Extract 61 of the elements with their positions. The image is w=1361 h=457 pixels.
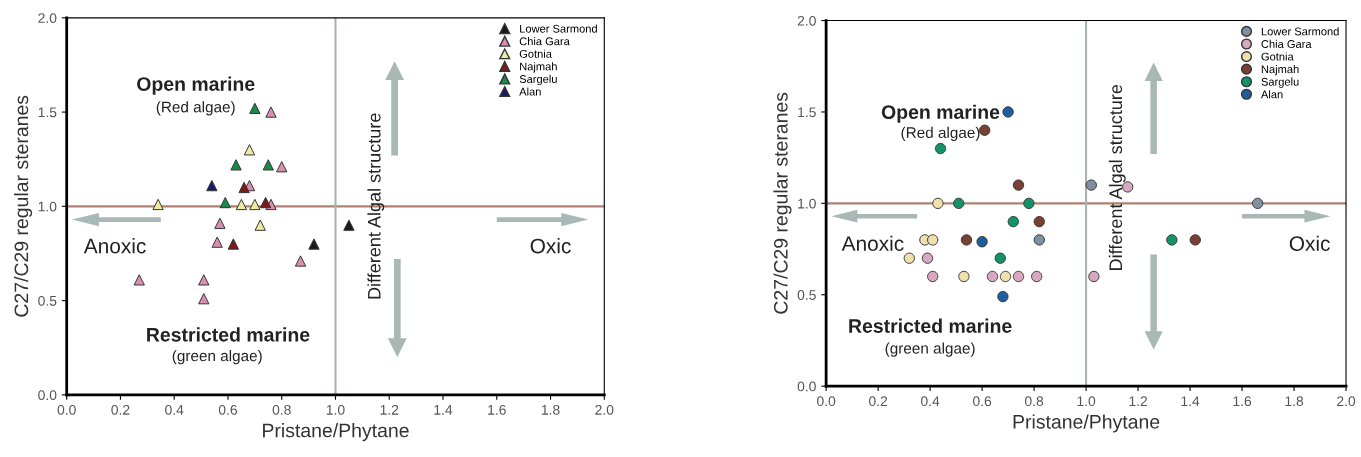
legend-label: Sargelu [1261,77,1299,88]
legend-label: Alan [519,87,541,96]
legend-label: Najmah [520,62,557,73]
x-tick-label: 0.2 [869,396,888,407]
annotation: (green algae) [172,350,262,365]
x-tick-label: 0.0 [817,396,836,407]
x-tick-label: 0.6 [972,396,992,407]
x-tick-label: 0.0 [57,404,76,415]
x-tick-label: 1.8 [1285,396,1304,407]
x-tick-label: 0.4 [165,404,184,415]
x-tick-label: 1.4 [434,405,453,415]
annotation: (Red algae) [156,101,235,116]
legend-label: Chia Gara [519,37,570,46]
x-tick-label: 1.8 [541,404,560,415]
annotation: Different Algal structure [367,113,385,299]
x-tick-label: 1.4 [1181,396,1200,406]
legend-label: Gotnia [1261,52,1294,61]
x-axis-title: Pristane/Phytane [263,423,409,442]
annotation: (green algae) [885,342,975,357]
x-tick-label: 0.6 [218,404,238,415]
annotation: Oxic [530,238,571,254]
x-tick-label: 0.4 [921,396,940,407]
annotation: Restricted marine [849,318,1012,333]
annotation: Open marine [137,76,255,95]
annotation: Anoxic [841,235,904,251]
y-tick-label: 0.0 [797,381,816,392]
x-tick-label: 0.2 [111,404,130,415]
legend-label: Chia Gara [1261,39,1312,48]
y-tick-label: 1.0 [798,198,816,209]
x-tick-label: 0.8 [272,404,291,415]
legend-label: Najmah [1261,64,1299,76]
annotation: Restricted marine [147,327,310,342]
annotation: Different Algal structure [1108,84,1126,270]
legend-label: Lower Sarmond [1261,27,1339,36]
y-tick-label: 0.5 [797,290,816,300]
y-axis-title: C27/C29 regular steranes [13,95,33,317]
x-tick-label: 1.2 [1129,396,1148,406]
x-tick-label: 1.0 [1077,396,1096,407]
x-tick-label: 2.0 [595,404,614,415]
y-tick-label: 0.5 [38,295,57,306]
y-tick-label: 1.5 [798,107,816,118]
y-tick-label: 1.0 [38,201,57,212]
y-tick-label: 2.0 [797,15,816,26]
y-tick-label: 1.5 [38,107,57,118]
annotation: (Red algae) [901,126,980,142]
legend-label: Alan [1260,90,1283,99]
x-tick-label: 1.6 [1233,396,1252,407]
x-axis-title: Pristane/Phytane [1013,414,1160,433]
x-tick-label: 1.6 [488,404,506,415]
x-tick-label: 1.0 [326,404,345,415]
legend-label: Sargelu [519,74,557,86]
annotation: Anoxic [83,238,146,254]
legend-label: Gotnia [519,49,552,58]
legend-label: Lower Sarmond [520,24,597,33]
y-axis-title: C27/C29 regular steranes [773,92,792,314]
x-tick-label: 0.8 [1024,396,1044,407]
x-tick-label: 1.2 [380,404,399,415]
y-tick-label: 2.0 [38,13,57,23]
annotation: Oxic [1289,235,1330,251]
x-tick-label: 2.0 [1337,396,1356,407]
annotation: Open marine [881,104,1000,123]
